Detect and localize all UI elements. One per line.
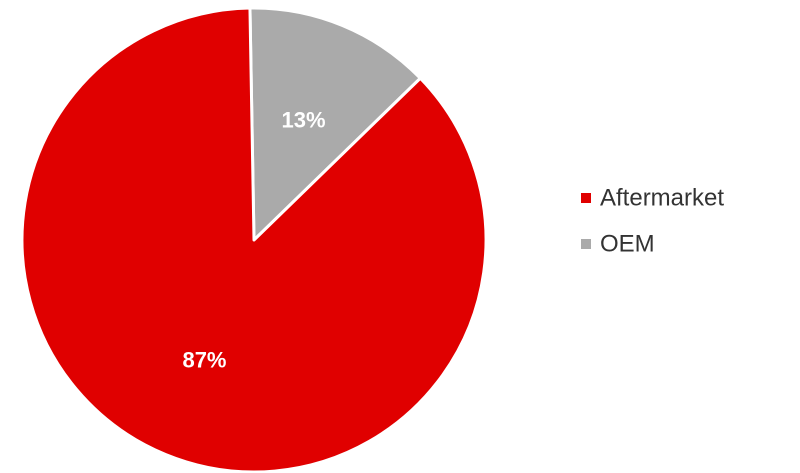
pie-data-labels: 13% 87%: [182, 107, 325, 372]
legend-label-oem: OEM: [600, 231, 655, 258]
legend: Aftermarket OEM: [581, 185, 724, 258]
pie-slice-aftermarket: [20, 6, 488, 473]
data-label-aftermarket: 87%: [182, 348, 226, 373]
data-label-oem: 13%: [281, 107, 325, 132]
legend-label-aftermarket: Aftermarket: [600, 185, 724, 212]
pie-slices: [20, 6, 488, 473]
legend-swatch-aftermarket: [581, 193, 591, 203]
legend-swatch-oem: [581, 239, 591, 249]
pie-slice-oem: [248, 6, 422, 242]
